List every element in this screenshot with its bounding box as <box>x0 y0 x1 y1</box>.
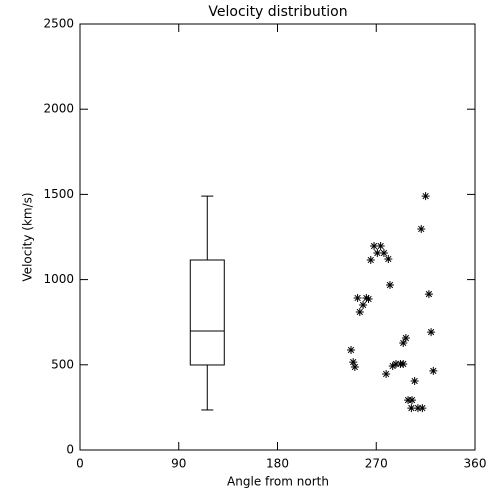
point <box>401 334 410 343</box>
point <box>418 404 427 413</box>
y-axis-label: Velocity (km/s) <box>21 192 35 281</box>
plot-frame <box>79 23 476 451</box>
point <box>384 254 393 263</box>
point <box>417 224 426 233</box>
x-tick-label: 0 <box>76 457 84 471</box>
point <box>421 192 430 201</box>
point <box>399 359 408 368</box>
y-tick-label: 1000 <box>43 272 74 286</box>
point <box>392 359 400 368</box>
x-tick-label: 270 <box>365 457 388 471</box>
point <box>382 370 391 379</box>
y-tick-label: 500 <box>51 357 74 371</box>
point <box>353 294 362 303</box>
point <box>370 242 379 251</box>
y-tick-label: 1500 <box>43 187 74 201</box>
point <box>379 249 388 258</box>
chart-title: Velocity distribution <box>208 4 347 20</box>
y-tick-label: 0 <box>66 443 74 457</box>
box <box>189 259 225 366</box>
x-tick-label: 360 <box>464 457 487 471</box>
point <box>362 294 371 303</box>
point <box>347 345 356 354</box>
point <box>429 366 438 375</box>
point <box>410 376 419 385</box>
x-axis-label: Angle from north <box>227 475 329 489</box>
point <box>373 249 382 258</box>
point <box>359 300 368 309</box>
y-tick-label: 2500 <box>43 17 74 31</box>
point <box>366 256 375 265</box>
y-tick-label: 2000 <box>43 102 74 116</box>
point <box>349 358 358 367</box>
x-tick-label: 90 <box>171 457 186 471</box>
point <box>427 328 436 337</box>
point <box>408 396 417 405</box>
point <box>350 363 359 372</box>
point <box>364 295 373 304</box>
point <box>385 281 394 290</box>
point <box>376 242 385 251</box>
x-tick-label: 180 <box>266 457 289 471</box>
point <box>388 361 397 370</box>
point <box>355 307 364 316</box>
point <box>424 290 433 299</box>
point <box>413 404 422 413</box>
point <box>407 404 416 413</box>
point <box>399 338 408 347</box>
